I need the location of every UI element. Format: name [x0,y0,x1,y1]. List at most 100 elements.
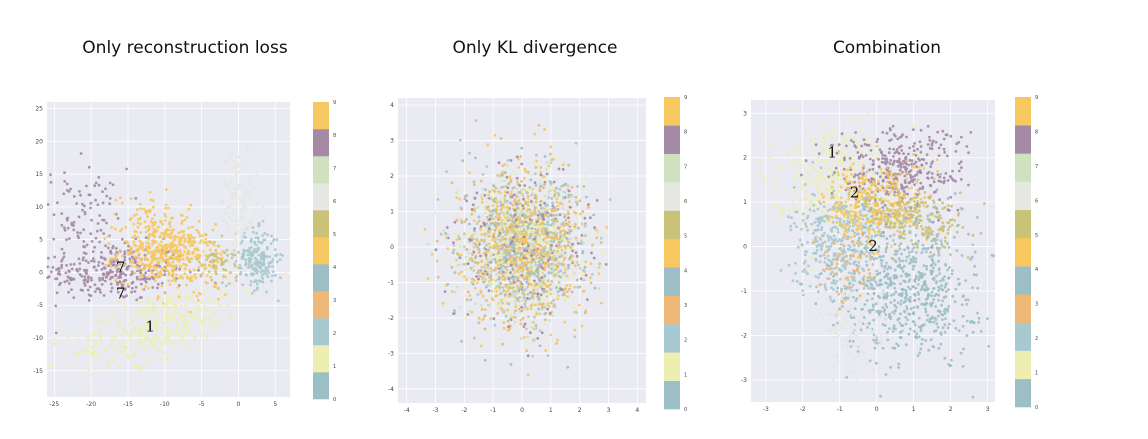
data-point [526,170,530,174]
data-point [223,293,227,297]
data-point [266,233,270,237]
data-point [85,184,88,188]
data-point [524,259,528,262]
data-point [589,262,593,266]
data-point [166,260,170,263]
x-tick-label: 0 [520,407,524,414]
data-point [536,265,540,269]
data-point [498,231,502,235]
data-point [544,318,547,321]
data-point [243,229,247,232]
data-point [470,212,474,216]
data-point [847,118,851,122]
data-point [529,282,533,286]
data-point [79,152,83,155]
data-point [123,250,127,254]
data-point [97,175,101,179]
data-point [567,163,571,167]
data-point [190,294,194,298]
data-point [89,276,93,280]
data-point [506,319,510,323]
data-point [530,254,533,257]
data-point [129,335,132,339]
data-point [204,232,207,236]
data-point [494,251,497,255]
data-point [515,239,519,243]
data-point [520,162,524,166]
data-point [268,261,272,265]
data-point [577,263,580,267]
data-point [484,253,488,257]
data-point [136,235,140,239]
data-point [560,288,564,292]
colorbar-tick-label: 9 [333,100,336,106]
data-point [499,288,503,291]
data-point [546,307,549,311]
data-point [209,260,212,263]
data-point [261,234,264,237]
data-point [458,256,462,260]
data-point [458,306,462,309]
data-point [212,260,215,264]
data-point [517,202,520,206]
data-point [808,137,812,141]
y-tick-label: -10 [33,335,43,342]
data-point [139,231,143,235]
data-point [505,290,508,294]
data-point [471,282,475,286]
data-point [175,249,179,253]
data-point [192,300,196,304]
data-point [198,241,202,244]
data-point [530,326,534,329]
data-point [155,248,159,252]
data-point [231,282,235,286]
data-point [442,229,446,232]
data-point [775,164,779,167]
data-point [436,198,440,201]
data-point [228,156,232,160]
data-point [536,238,539,241]
data-point [874,156,878,159]
data-point [604,263,608,266]
data-point [83,348,87,351]
data-point [456,285,459,289]
data-point [509,242,512,245]
data-point [526,373,530,376]
data-point [493,323,497,327]
data-point [492,184,496,188]
data-point [119,229,122,233]
data-point [253,186,256,190]
data-point [571,268,574,271]
data-point [522,254,526,257]
data-point [517,283,521,286]
data-point [186,275,189,279]
y-tick-label: 1 [390,208,394,215]
data-point [497,298,500,302]
data-point [143,323,147,327]
data-point [273,274,277,277]
data-point [102,273,106,277]
data-point [183,269,187,273]
data-point [524,233,528,237]
data-point [147,235,151,239]
data-point [534,235,538,239]
data-point [783,135,786,139]
data-point [482,254,486,257]
data-point [204,237,208,241]
data-point [558,284,561,287]
data-point [498,224,502,228]
data-point [556,294,560,297]
data-point [109,290,113,293]
data-point [271,257,275,261]
data-point [865,139,869,143]
data-point [255,286,259,290]
data-point [851,194,854,198]
data-point [493,228,497,232]
data-point [485,235,488,239]
data-point [542,242,546,245]
data-point [72,262,76,266]
data-point [556,207,560,211]
data-point [151,336,155,340]
data-point [556,237,559,241]
data-point [224,268,228,272]
